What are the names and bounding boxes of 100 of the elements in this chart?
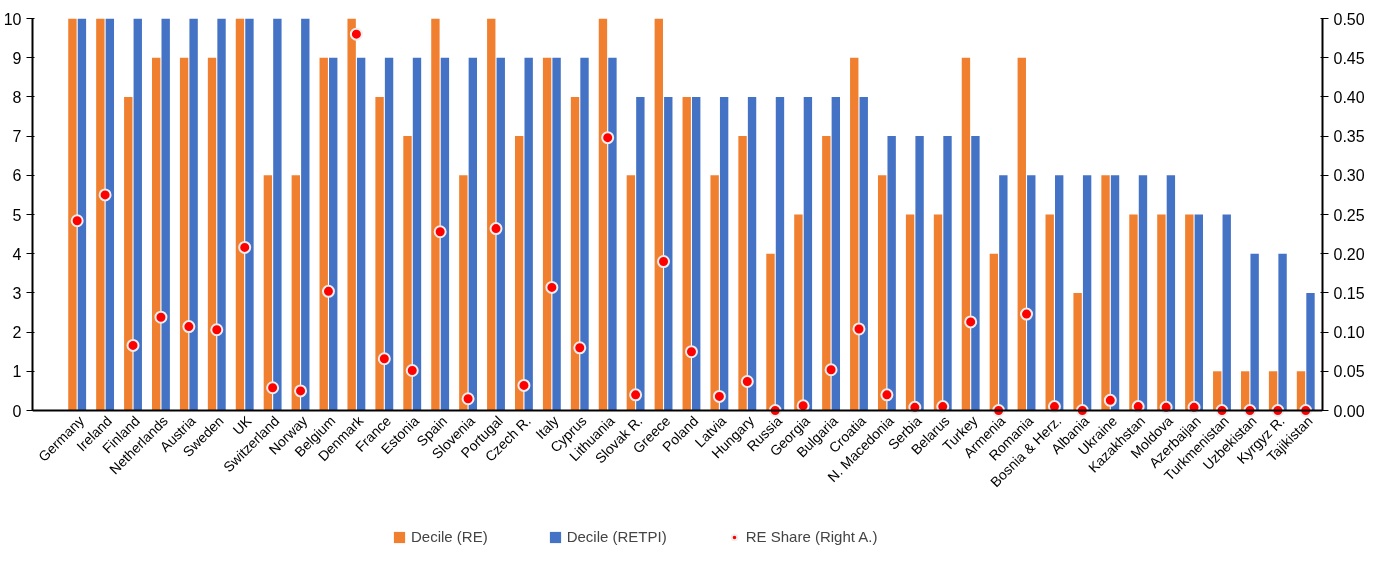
point [964,315,978,329]
bar [943,136,952,411]
bar [887,136,896,411]
y-tick-label: 3 [12,284,22,302]
point [98,188,112,202]
bar [1138,175,1148,411]
bar [905,214,915,411]
bar [356,57,366,411]
y2-tick-label: 0.00 [1333,402,1365,420]
point [852,322,866,336]
bar [1250,253,1259,411]
point [1020,307,1034,321]
bar [692,96,701,411]
point [210,323,224,337]
bar [999,175,1008,411]
y-tick-label: 8 [12,88,22,106]
bar [626,175,636,411]
bar [1194,214,1203,411]
y2-tick-label: 0.40 [1333,88,1365,106]
bar [989,253,999,411]
bar [263,175,273,411]
y2-tick-label: 0.30 [1333,167,1365,185]
bar [794,214,803,411]
bar [319,57,328,411]
bar [105,18,115,411]
bar [1185,214,1194,411]
bar [487,18,496,411]
bar [831,96,841,411]
bar [915,136,924,411]
y2-tick-label: 0.05 [1333,363,1365,381]
bar [1278,253,1287,411]
bar [570,96,580,411]
bar [1101,175,1110,411]
point [433,225,447,239]
bar [877,175,887,411]
bar [636,96,645,411]
point [126,338,140,352]
bar [245,18,254,411]
bar [77,18,87,411]
bar [1082,175,1092,411]
bar [542,57,552,411]
y2-tick-label: 0.15 [1333,284,1365,302]
point [70,214,84,228]
y2-tick-label: 0.35 [1333,128,1365,146]
bar [710,175,719,411]
point [517,378,531,392]
bar [189,18,198,411]
bar [161,18,170,411]
y-tick-label: 1 [12,363,22,381]
bar [440,57,450,411]
legend-label: RE Share (Right A.) [745,528,878,545]
point [321,284,335,298]
bar [608,57,617,411]
point [657,255,671,269]
y2-tick-label: 0.20 [1333,245,1365,263]
point [1103,393,1117,407]
bar [124,96,133,411]
bar [291,175,300,411]
bar [1045,214,1054,411]
bar [496,57,505,411]
bar [664,96,673,411]
bar [152,57,161,411]
bar [580,57,589,411]
bar [468,57,478,411]
bar [235,18,245,411]
bar [347,18,356,411]
bar [1073,292,1082,411]
bar [207,57,217,411]
bar [747,96,757,411]
bar [719,96,729,411]
bar [329,57,338,411]
point [629,388,643,402]
y-tick-label: 2 [12,324,22,342]
point [489,222,503,236]
point [377,352,391,366]
y2-tick-label: 0.25 [1333,206,1365,224]
bar [412,57,422,411]
y-tick-label: 5 [12,206,22,224]
point [154,310,168,324]
point [684,345,698,359]
bar [738,136,747,411]
bar [1306,292,1315,411]
bar [1129,214,1138,411]
bar [654,18,663,411]
bar [933,214,943,411]
y2-tick-label: 0.45 [1333,49,1365,67]
bar [850,57,859,411]
legend-label: Decile (RETPI) [566,528,667,545]
bar [301,18,310,411]
y-tick-label: 4 [12,245,22,263]
y-tick-label: 0 [12,402,22,420]
bar [552,57,561,411]
bar [459,175,468,411]
bar [384,57,394,411]
bar [524,57,533,411]
bar [822,136,831,411]
point [349,27,363,41]
bar [133,18,142,411]
bar [403,136,412,411]
bar [971,136,980,411]
